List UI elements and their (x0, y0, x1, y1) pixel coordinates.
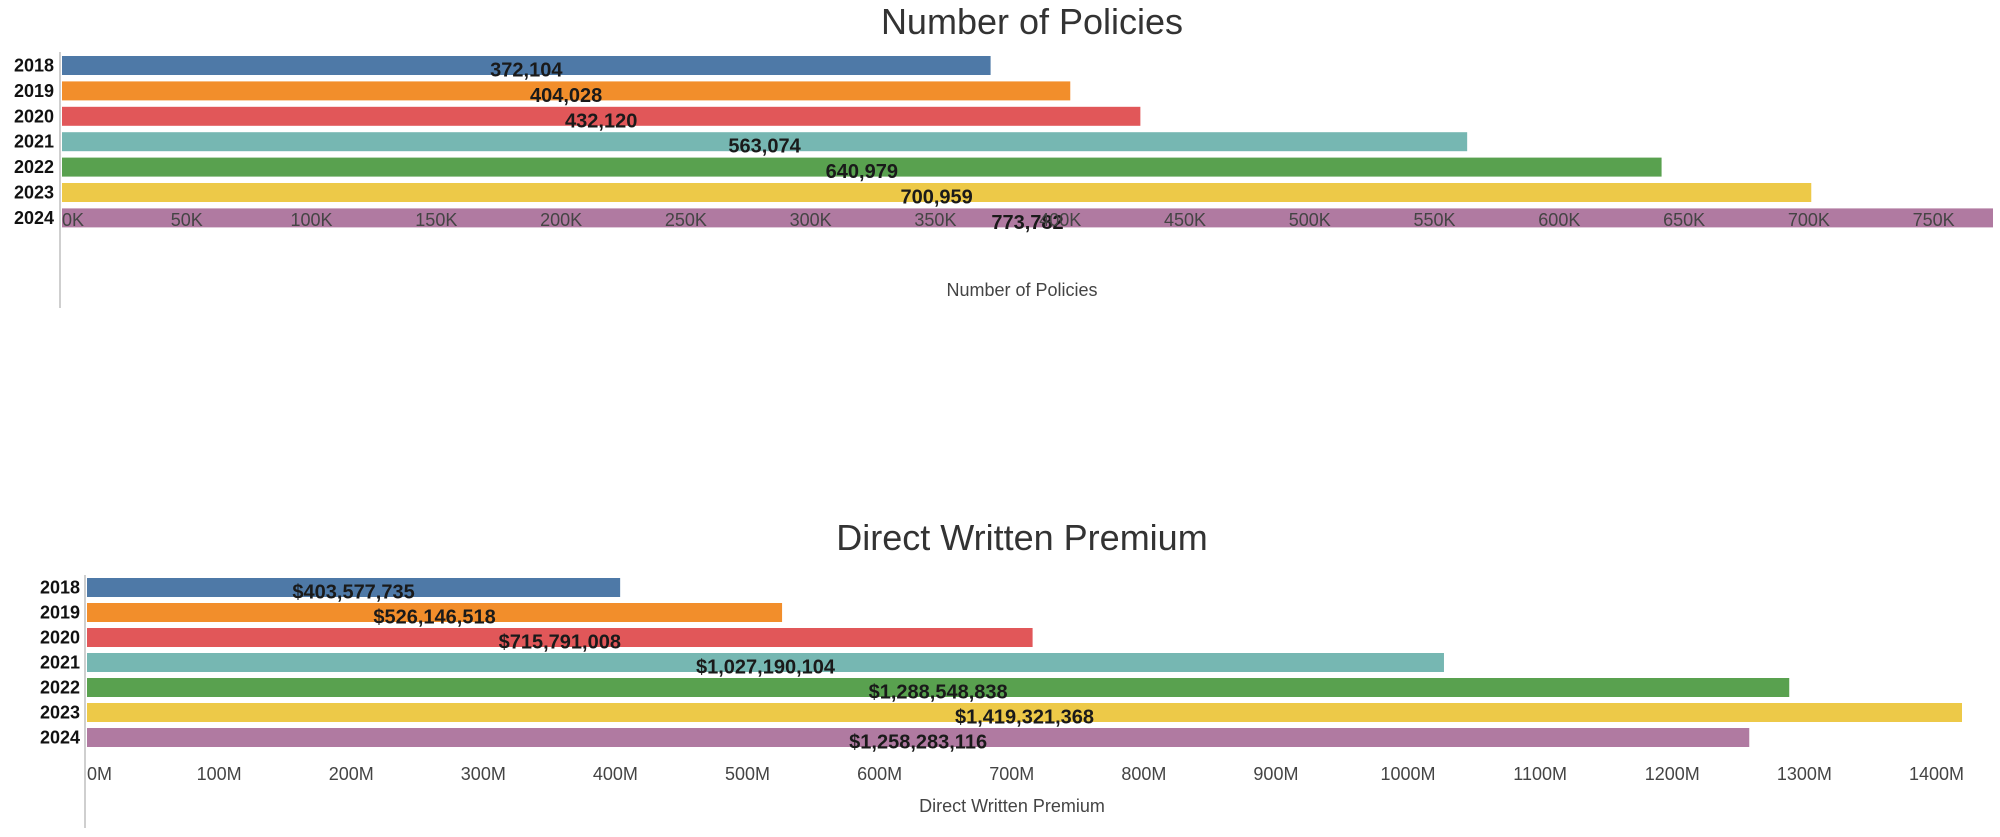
x-tick-label: 1000M (1381, 764, 1436, 784)
category-label-2018: 2018 (40, 578, 80, 598)
bar-2024[interactable] (62, 208, 1993, 228)
x-tick-label: 150K (415, 210, 457, 230)
x-tick-label: 650K (1663, 210, 1705, 230)
x-tick-label: 350K (914, 210, 956, 230)
x-axis-title: Number of Policies (946, 280, 1097, 300)
category-label-2021: 2021 (40, 653, 80, 673)
x-tick-label: 500M (725, 764, 770, 784)
category-label-2023: 2023 (40, 703, 80, 723)
bar-2020[interactable] (62, 106, 1141, 126)
category-label-2023: 2023 (14, 183, 54, 203)
chart-title: Direct Written Premium (836, 517, 1207, 558)
bar-2018[interactable] (62, 56, 991, 75)
category-label-2024: 2024 (14, 208, 54, 228)
x-tick-label: 1400M (1909, 764, 1964, 784)
category-label-2021: 2021 (14, 132, 54, 152)
value-label-2020: $715,791,008 (499, 632, 621, 654)
x-tick-label: 400M (593, 764, 638, 784)
value-label-2018: 372,104 (490, 60, 563, 82)
value-label-2023: 700,959 (900, 187, 972, 209)
value-label-2021: $1,027,190,104 (696, 657, 836, 679)
chart-title: Number of Policies (881, 1, 1183, 42)
bar-2019[interactable] (62, 81, 1071, 101)
x-tick-label: 750K (1913, 210, 1955, 230)
category-label-2018: 2018 (14, 56, 54, 76)
category-label-2020: 2020 (14, 106, 54, 126)
x-tick-label: 450K (1164, 210, 1206, 230)
x-tick-label: 300M (461, 764, 506, 784)
x-tick-label: 400K (1039, 210, 1081, 230)
value-label-2018: $403,577,735 (292, 582, 414, 604)
x-axis-title: Direct Written Premium (919, 796, 1105, 816)
bar-2022[interactable] (62, 157, 1662, 177)
x-tick-label: 600K (1538, 210, 1580, 230)
bar-2021[interactable] (87, 653, 1444, 672)
value-label-2021: 563,074 (728, 136, 801, 158)
bar-2024[interactable] (87, 728, 1750, 747)
bar-2018[interactable] (87, 578, 621, 597)
policies-chart: Number of Policies 2018 372,104 2019 404,028… (14, 1, 1993, 308)
bar-2019[interactable] (87, 603, 783, 622)
value-label-2020: 432,120 (565, 110, 637, 132)
x-tick-label: 500K (1289, 210, 1331, 230)
bar-2023[interactable] (62, 183, 1812, 202)
x-tick-label: 250K (665, 210, 707, 230)
premium-chart: Direct Written Premium 2018 $403,577,735 20… (40, 517, 1964, 828)
x-tick-label: 900M (1253, 764, 1298, 784)
x-tick-label: 0K (62, 210, 84, 230)
value-label-2019: 404,028 (530, 85, 602, 107)
x-tick-label: 300K (790, 210, 832, 230)
value-label-2019: $526,146,518 (373, 607, 495, 629)
category-label-2022: 2022 (14, 157, 54, 177)
x-tick-label: 1300M (1777, 764, 1832, 784)
x-tick-label: 100K (291, 210, 333, 230)
category-label-2019: 2019 (40, 603, 80, 623)
x-tick-label: 600M (857, 764, 902, 784)
x-tick-label: 100M (197, 764, 242, 784)
category-label-2019: 2019 (14, 81, 54, 101)
bar-2023[interactable] (87, 703, 1962, 722)
x-tick-label: 700M (989, 764, 1034, 784)
x-tick-label: 700K (1788, 210, 1830, 230)
value-label-2022: 640,979 (826, 161, 898, 183)
x-tick-label: 200M (329, 764, 374, 784)
bar-2022[interactable] (87, 678, 1790, 697)
value-label-2024: $1,258,283,116 (849, 732, 987, 754)
category-label-2022: 2022 (40, 678, 80, 698)
x-tick-label: 50K (171, 210, 203, 230)
x-tick-label: 1200M (1645, 764, 1700, 784)
category-label-2024: 2024 (40, 728, 80, 748)
x-tick-label: 0M (87, 764, 112, 784)
x-tick-label: 200K (540, 210, 582, 230)
x-tick-label: 1100M (1513, 764, 1567, 784)
x-tick-label: 550K (1414, 210, 1456, 230)
bar-2020[interactable] (87, 628, 1033, 647)
value-label-2023: $1,419,321,368 (955, 707, 1094, 729)
value-label-2024: 773,782 (991, 212, 1063, 234)
bar-2021[interactable] (62, 132, 1468, 152)
category-label-2020: 2020 (40, 628, 80, 648)
x-tick-label: 800M (1121, 764, 1166, 784)
value-label-2022: $1,288,548,838 (869, 682, 1008, 704)
